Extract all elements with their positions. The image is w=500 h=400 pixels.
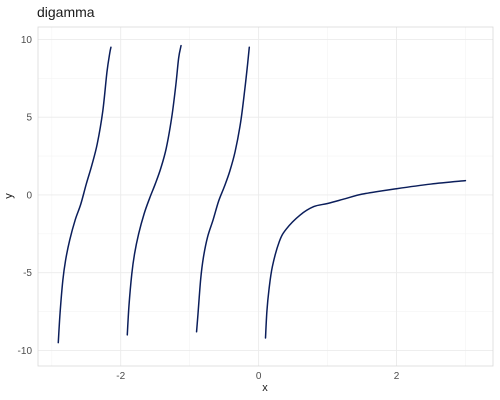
y-tick-label: 5 bbox=[26, 113, 32, 124]
grid-layer bbox=[38, 27, 493, 366]
panel-border bbox=[37, 26, 494, 367]
series-layer bbox=[57, 44, 467, 344]
x-tick-labels: -2 0 2 bbox=[116, 371, 399, 382]
y-axis-label: y bbox=[3, 193, 15, 199]
y-tick-label: 10 bbox=[21, 35, 33, 46]
x-tick-label: 2 bbox=[394, 371, 400, 382]
x-tick-label: -2 bbox=[116, 371, 125, 382]
series-line-branch-2 bbox=[126, 44, 182, 336]
y-tick-label: 0 bbox=[26, 190, 32, 201]
y-tick-label: -10 bbox=[18, 346, 33, 357]
y-tick-labels: -10 -5 0 5 10 bbox=[18, 35, 33, 357]
series-line-branch-1 bbox=[57, 46, 112, 344]
y-tick-label: -5 bbox=[23, 268, 32, 279]
series-line-branch-4 bbox=[264, 179, 467, 339]
x-tick-label: 0 bbox=[256, 371, 262, 382]
x-axis-label: x bbox=[262, 382, 268, 394]
series-line-branch-3 bbox=[195, 46, 251, 333]
chart-title: digamma bbox=[37, 4, 95, 20]
